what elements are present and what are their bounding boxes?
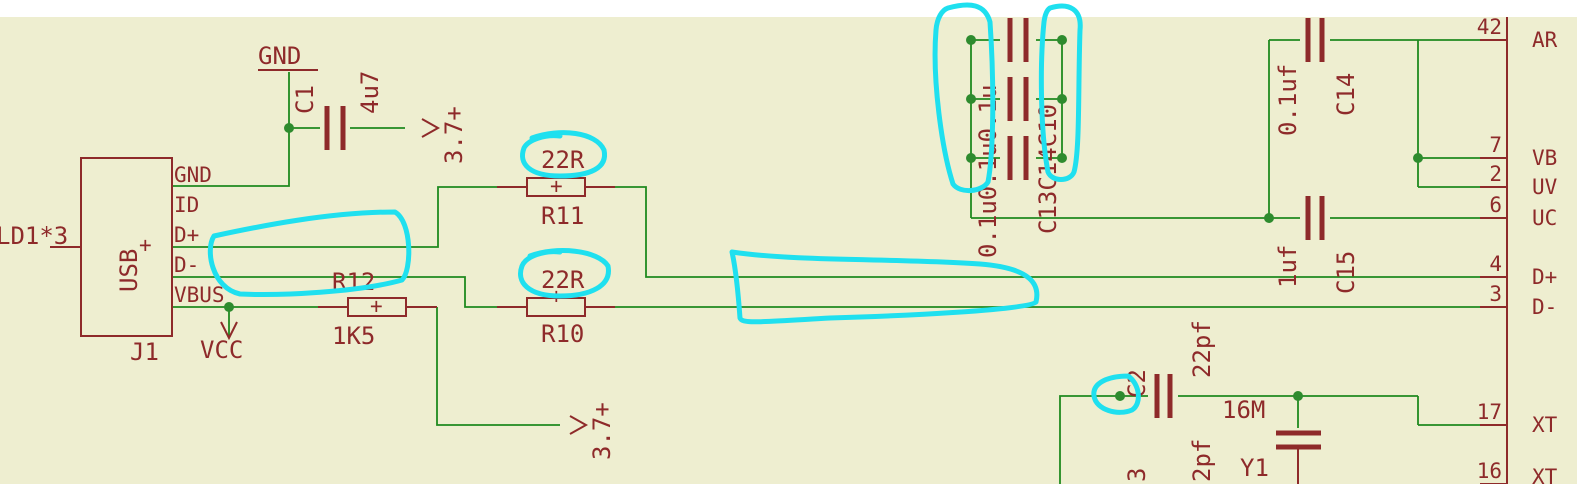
gnd-label: GND <box>258 42 301 70</box>
mcu-pin-42-num: 42 <box>1477 15 1502 39</box>
mcu-pin-7-num: 7 <box>1489 133 1502 157</box>
annotation-loop-r11 <box>520 130 608 179</box>
supply-label-1: 3.7+ <box>440 106 468 164</box>
mcu-pin-6-num: 6 <box>1489 193 1502 217</box>
c14-ref: C14 <box>1332 73 1360 116</box>
c2-value: 22pf <box>1188 320 1216 378</box>
r11-resistor: + 22R R11 <box>497 146 615 230</box>
mcu-pin-4-name: D+ <box>1532 265 1557 289</box>
supply-symbol-2: 3.7+ <box>569 402 616 460</box>
r10-ref: R10 <box>541 320 584 348</box>
c1-value: 4u7 <box>356 71 384 114</box>
usb-pin-dminus: D- <box>174 253 199 277</box>
mcu-pin-4-num: 4 <box>1489 252 1502 276</box>
usb-pin-id: ID <box>174 193 199 217</box>
mcu-pin-16-num: 16 <box>1477 459 1502 483</box>
c3-value: 2pf <box>1188 439 1216 482</box>
r11-value: 22R <box>541 146 585 174</box>
supply-label-2: 3.7+ <box>588 402 616 460</box>
r11-ref: R11 <box>541 202 584 230</box>
mcu-pin-3-name: D- <box>1532 295 1557 319</box>
usb-connector: USB + GND ID D+ D- VBUS J1 LD1*3 <box>0 157 225 366</box>
c14-capacitor: 0.1uf C14 <box>1274 18 1360 136</box>
annotation-loop-c2 <box>1091 373 1141 415</box>
annotation-loop-decap-left <box>932 2 996 193</box>
mcu-pin-6-name: UC <box>1532 206 1557 230</box>
usb-pin-vbus: VBUS <box>174 283 225 307</box>
mcu-pin-17-num: 17 <box>1477 400 1502 424</box>
annotation-loop-dbus <box>729 249 1040 325</box>
connector-left-label: LD1*3 <box>0 222 68 250</box>
usb-pin-dplus: D+ <box>174 223 199 247</box>
annotation-loop-r10 <box>518 248 611 299</box>
connector-ref: J1 <box>130 338 159 366</box>
mcu-pin-17-name: XT <box>1532 413 1558 437</box>
mcu-pin-16-name: XT <box>1532 465 1558 484</box>
svg-text:+: + <box>139 233 152 257</box>
schematic-background <box>0 17 1577 484</box>
mcu-pin-42-name: AR <box>1532 28 1558 52</box>
r10-value: 22R <box>541 266 585 294</box>
svg-text:+: + <box>550 174 563 198</box>
c15-value: 1uf <box>1274 245 1302 288</box>
c3-ref: 3 <box>1123 468 1151 482</box>
c14-value: 0.1uf <box>1274 64 1302 136</box>
c15-ref: C15 <box>1332 251 1360 294</box>
vcc-label: VCC <box>200 336 243 364</box>
usb-pin-gnd: GND <box>174 163 212 187</box>
y1-ref: Y1 <box>1240 454 1269 482</box>
r12-value: 1K5 <box>332 322 375 350</box>
connector-value: USB <box>115 249 143 292</box>
svg-text:+: + <box>370 294 383 318</box>
mcu: 42 AR 7 VB 2 UV 6 UC 4 D+ 3 D- 17 XT 16 … <box>1477 15 1558 484</box>
mcu-pin-2-num: 2 <box>1489 162 1502 186</box>
c1-capacitor: GND C1 4u7 3.7+ <box>258 42 468 164</box>
annotation-loop-decap-right <box>1038 3 1083 182</box>
y1-value: 16M <box>1222 396 1265 424</box>
c1-ref: C1 <box>291 85 319 114</box>
hand-annotations <box>207 2 1141 415</box>
r10-resistor: + 22R R10 <box>497 266 615 348</box>
vcc-symbol: VCC <box>200 321 243 364</box>
annotation-loop-usb-data <box>207 209 412 297</box>
c15-capacitor: 1uf C15 <box>1274 196 1360 294</box>
junctions <box>224 35 1423 401</box>
mcu-pin-3-num: 3 <box>1489 282 1502 306</box>
mcu-pin-2-name: UV <box>1532 175 1558 199</box>
mcu-pin-7-name: VB <box>1532 146 1557 170</box>
